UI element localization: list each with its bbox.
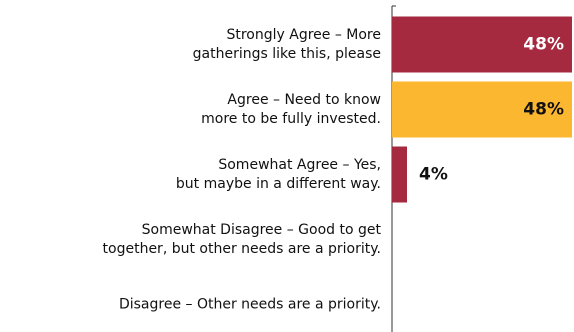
value-label: 4% <box>419 165 448 185</box>
category-label: more to be fully invested. <box>201 111 381 127</box>
category-label: Somewhat Disagree – Good to get <box>142 222 382 238</box>
category-label: together, but other needs are a priority… <box>103 241 381 257</box>
category-label: gatherings like this, please <box>193 46 381 62</box>
category-label: Strongly Agree – More <box>226 27 381 43</box>
category-label: Somewhat Agree – Yes, <box>218 157 381 173</box>
category-label: Agree – Need to know <box>227 92 381 108</box>
category-label: Disagree – Other needs are a priority. <box>119 297 381 313</box>
bar <box>392 81 572 138</box>
bar <box>392 146 407 203</box>
value-label: 48% <box>523 35 564 55</box>
bar <box>392 16 572 73</box>
value-label: 48% <box>523 100 564 120</box>
category-label: but maybe in a different way. <box>176 176 381 192</box>
